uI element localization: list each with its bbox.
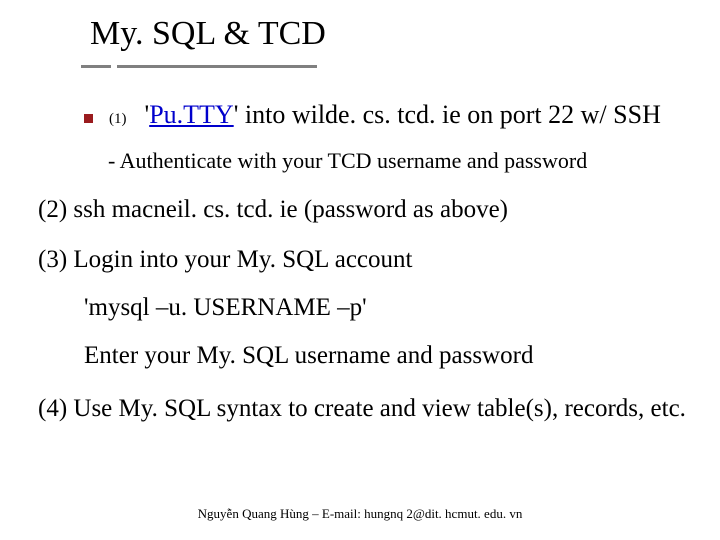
footer-text: Nguyễn Quang Hùng – E-mail: hungnq 2@dit…: [0, 506, 720, 522]
step-2: (2) ssh macneil. cs. tcd. ie (password a…: [38, 196, 690, 224]
slide-body: (1) 'Pu.TTY' into wilde. cs. tcd. ie on …: [30, 90, 690, 426]
putty-link[interactable]: Pu.TTY: [149, 100, 234, 129]
step-3: (3) Login into your My. SQL account: [38, 246, 690, 274]
step-1-number: (1): [109, 111, 127, 128]
step-1-sub: - Authenticate with your TCD username an…: [108, 148, 690, 174]
step-3-note: Enter your My. SQL username and password: [84, 342, 690, 370]
step-1-row: (1) 'Pu.TTY' into wilde. cs. tcd. ie on …: [30, 100, 690, 130]
step-4: (4) Use My. SQL syntax to create and vie…: [38, 392, 690, 426]
step-1-postlink: ' into wilde. cs. tcd. ie on port 22 w/ …: [234, 100, 661, 129]
slide: My. SQL & TCD (1) 'Pu.TTY' into wilde. c…: [0, 0, 720, 540]
step-3-cmd: 'mysql –u. USERNAME –p': [84, 294, 690, 322]
bullet-icon: [84, 114, 93, 123]
title-underline: [77, 65, 677, 68]
title-row: My. SQL & TCD: [90, 15, 690, 53]
slide-title: My. SQL & TCD: [90, 15, 326, 53]
step-1-text: 'Pu.TTY' into wilde. cs. tcd. ie on port…: [145, 100, 661, 130]
